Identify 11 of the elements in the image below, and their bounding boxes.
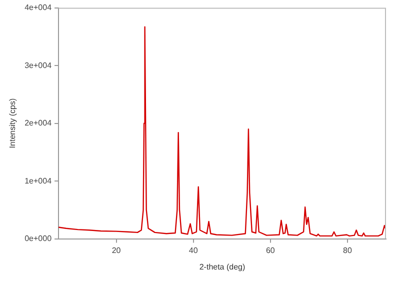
y-tick-label: 1e+004: [24, 176, 52, 186]
y-tick-label: 4e+004: [24, 3, 52, 12]
y-tick-label: 0e+000: [24, 234, 52, 244]
y-tick-label: 3e+004: [24, 60, 52, 70]
x-tick-label: 80: [343, 246, 352, 255]
x-axis-title: 2-theta (deg): [199, 262, 246, 272]
x-tick-label: 40: [188, 246, 198, 255]
y-tick-label: 2e+004: [24, 118, 52, 128]
x-tick-label: 60: [266, 246, 276, 255]
y-axis-title: Intensity (cps): [8, 98, 18, 148]
x-tick-label: 20: [112, 246, 122, 255]
